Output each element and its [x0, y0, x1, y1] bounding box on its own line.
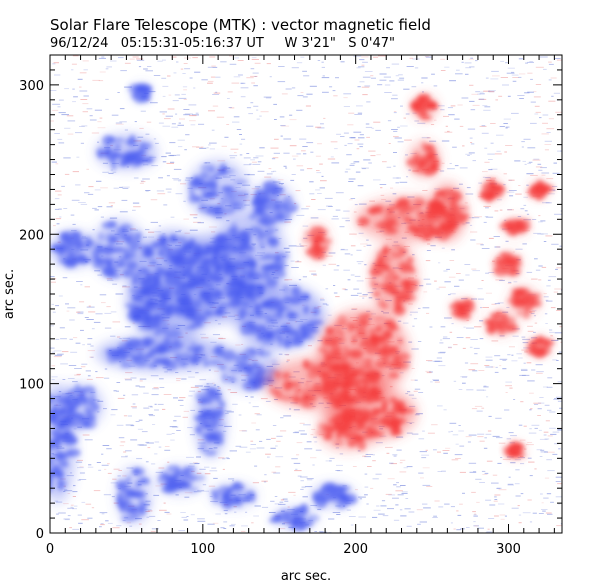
- field-map: [50, 55, 562, 533]
- y-tick-label: 100: [19, 378, 44, 393]
- chart-subtitle: 96/12/24 05:15:31-05:16:37 UT W 3'21" S …: [50, 36, 395, 51]
- negative-polarity: [50, 82, 358, 533]
- x-tick-label: 300: [496, 542, 521, 557]
- positive-polarity: [269, 93, 556, 459]
- x-axis-label: arc sec.: [281, 569, 331, 584]
- x-tick-label: 200: [343, 542, 368, 557]
- y-axis-label: arc sec.: [2, 269, 17, 319]
- y-tick-label: 0: [36, 527, 44, 542]
- x-tick-label: 100: [190, 542, 215, 557]
- axes: 0 100 200 300 0 100 200 300: [19, 54, 563, 557]
- y-tick-label: 200: [19, 228, 44, 243]
- y-tick-label: 300: [19, 79, 44, 94]
- chart-title: Solar Flare Telescope (MTK) : vector mag…: [50, 16, 431, 34]
- x-tick-label: 0: [46, 542, 54, 557]
